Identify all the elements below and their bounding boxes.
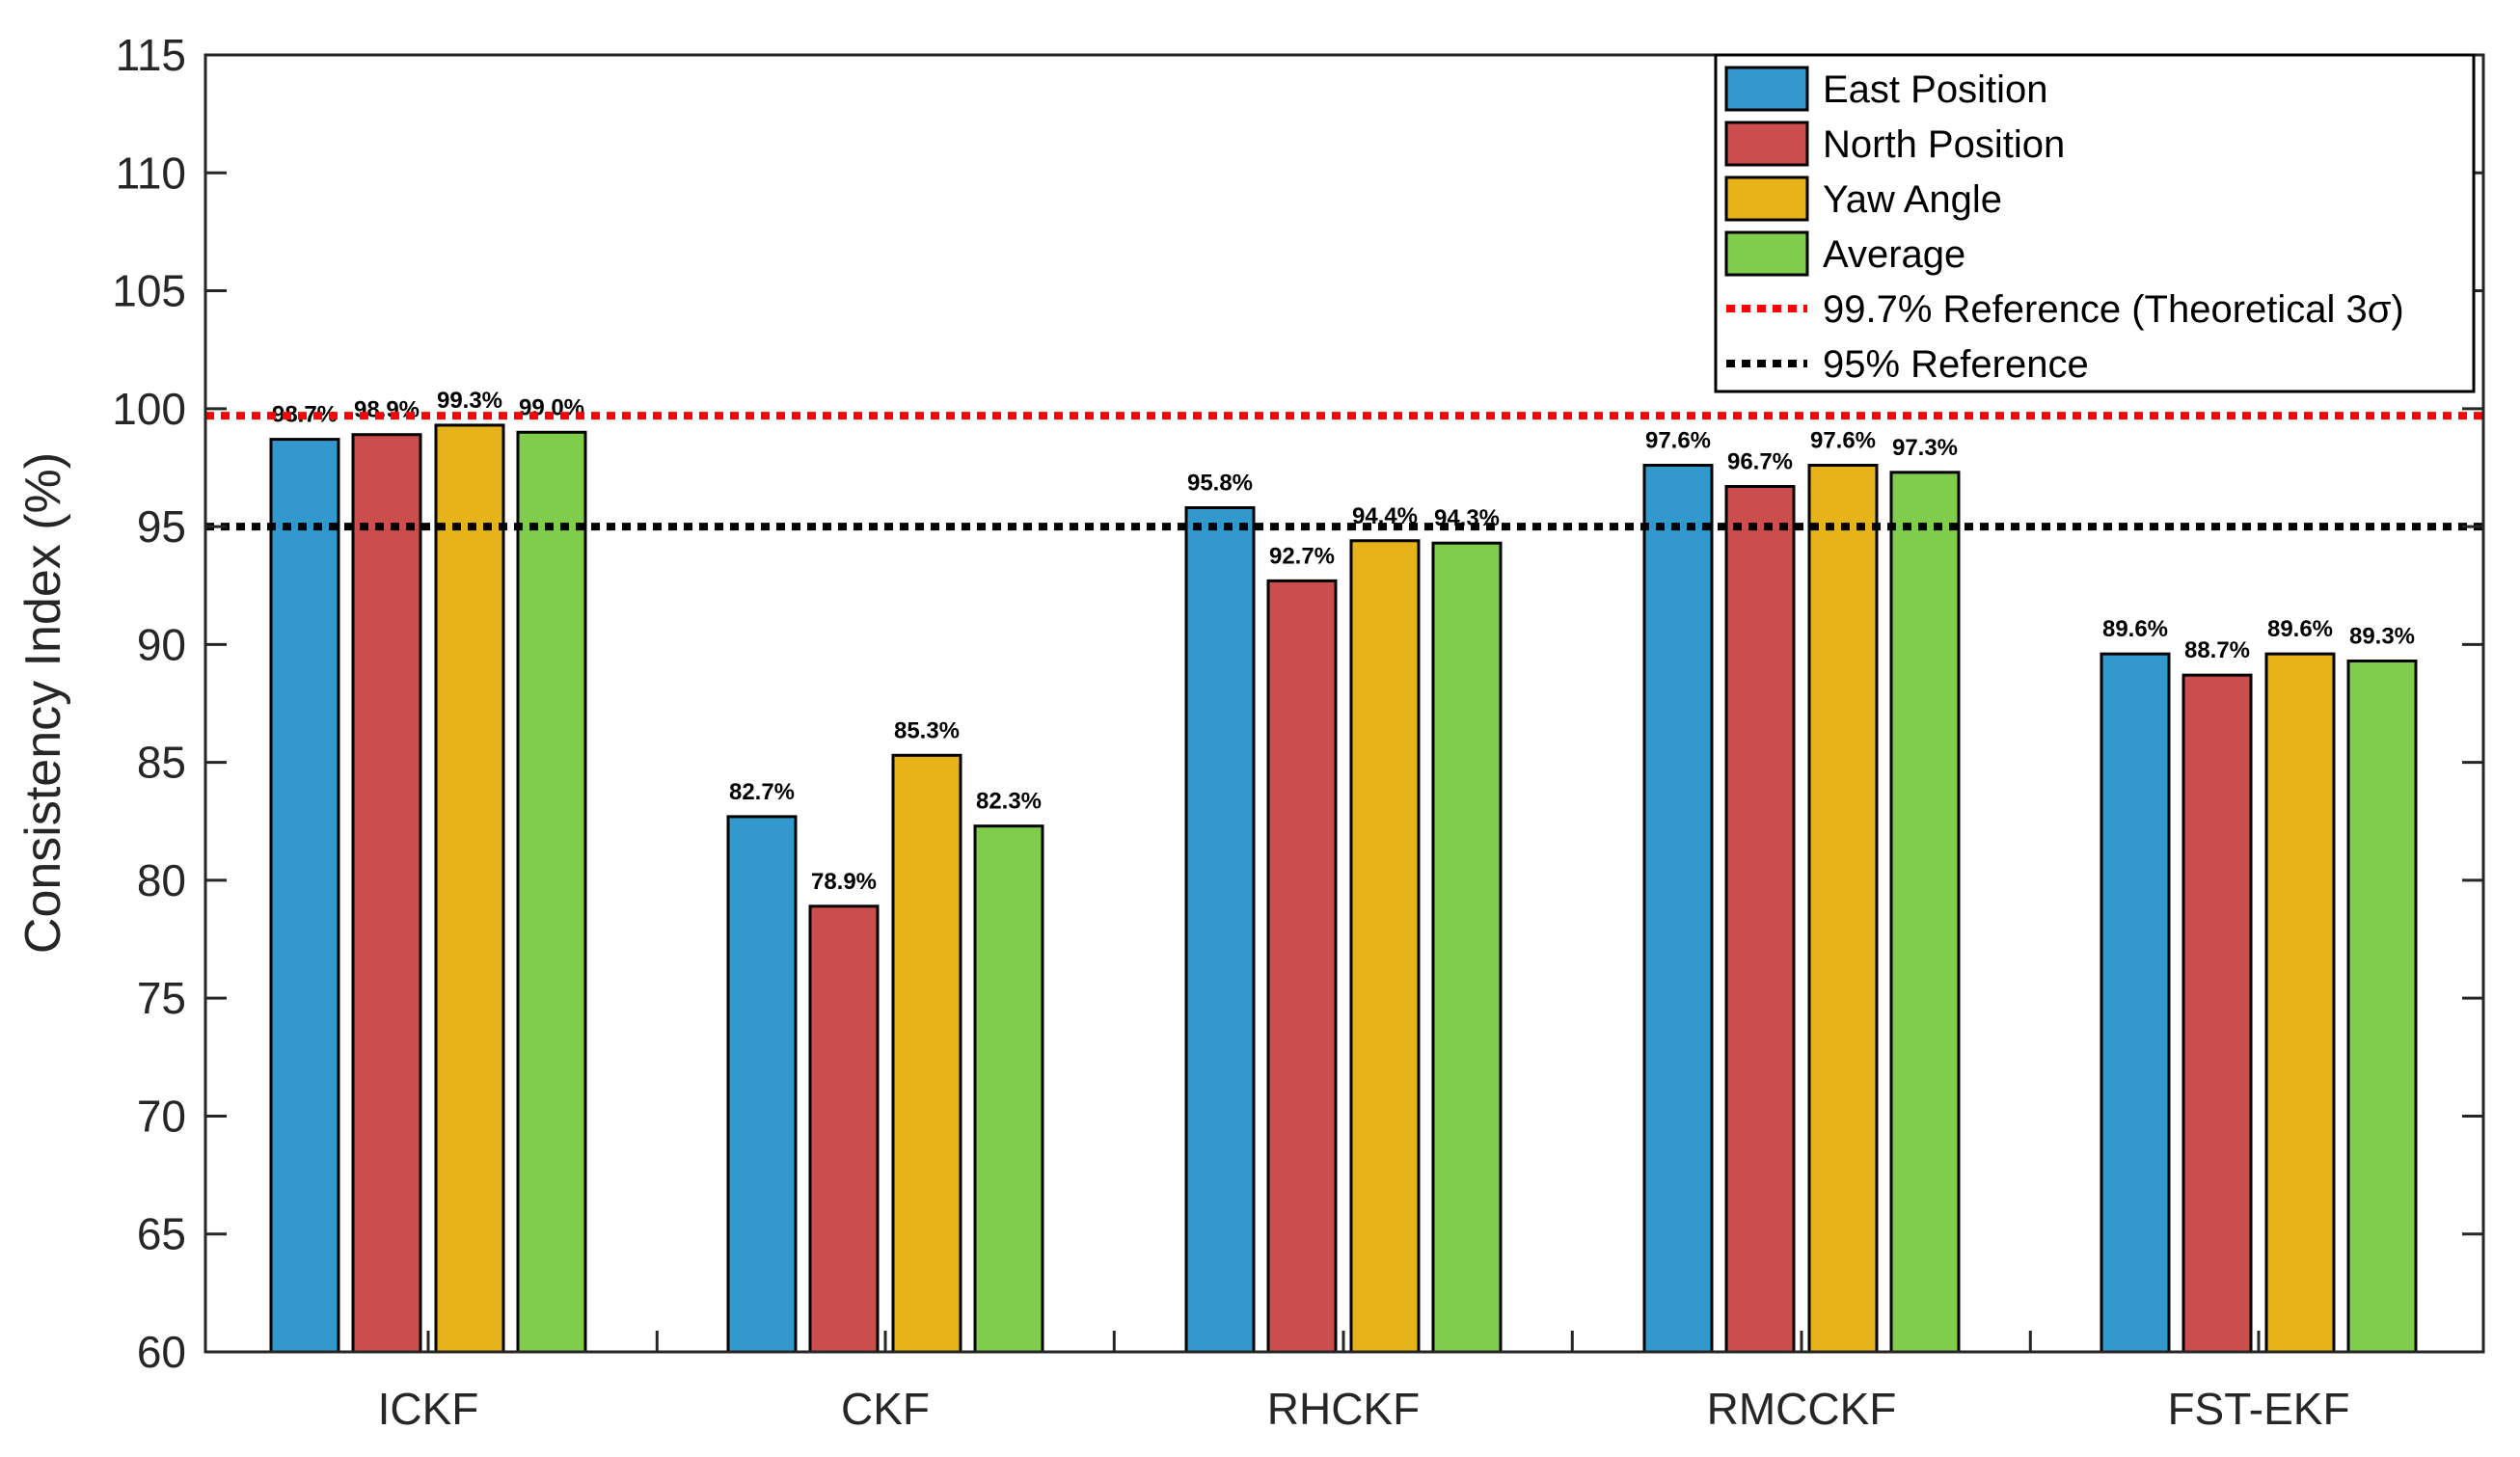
- bar-ckf-yaw-angle: [891, 753, 962, 1354]
- legend-box: [1714, 53, 2476, 393]
- data-label: 78.9%: [811, 869, 877, 895]
- x-tick-label: CKF: [841, 1384, 930, 1434]
- x-tick-label: ICKF: [378, 1384, 479, 1434]
- bar-rhckf-average: [1431, 541, 1503, 1354]
- bar-ckf-north-position: [808, 904, 880, 1354]
- bar-rhckf-east-position: [1184, 506, 1256, 1354]
- bar-ickf-average: [516, 430, 587, 1354]
- data-label: 97.6%: [1645, 428, 1711, 454]
- data-label: 97.6%: [1810, 428, 1876, 454]
- bar-ickf-yaw-angle: [434, 423, 505, 1354]
- bar-rmcckf-east-position: [1642, 464, 1714, 1354]
- data-label: 82.7%: [729, 779, 795, 805]
- data-label: 97.3%: [1892, 435, 1958, 461]
- data-label: 89.6%: [2102, 616, 2168, 642]
- y-tick-label: 90: [137, 619, 186, 669]
- x-axis: ICKF CKF RHCKF RMCCKF FST-EKF: [378, 1331, 2350, 1434]
- data-label: 85.3%: [894, 717, 960, 743]
- y-tick-label: 100: [112, 384, 186, 434]
- legend-swatch: [1724, 66, 1809, 112]
- data-label: 88.7%: [2184, 637, 2250, 663]
- x-tick-label: RMCCKF: [1707, 1384, 1897, 1434]
- y-tick-label: 80: [137, 855, 186, 905]
- legend-label: 95% Reference: [1823, 343, 2089, 386]
- legend-label: Average: [1823, 233, 1965, 276]
- bar-rmcckf-yaw-angle: [1807, 464, 1879, 1354]
- data-label: 99.3%: [437, 388, 502, 414]
- bar-fst-ekf-yaw-angle: [2264, 652, 2336, 1354]
- bar-fst-ekf-north-position: [2181, 673, 2253, 1354]
- bar-fst-ekf-east-position: [2100, 652, 2171, 1354]
- data-label: 89.3%: [2349, 623, 2415, 649]
- legend-swatch: [1724, 230, 1809, 277]
- bar-rhckf-north-position: [1266, 579, 1338, 1354]
- data-label: 82.3%: [976, 789, 1042, 815]
- bar-ckf-average: [973, 824, 1044, 1354]
- bar-fst-ekf-average: [2346, 659, 2418, 1354]
- bar-rmcckf-average: [1889, 471, 1961, 1354]
- reference-lines-layer: [205, 412, 2483, 531]
- data-label: 92.7%: [1269, 543, 1335, 569]
- y-tick-label: 105: [112, 266, 186, 316]
- bar-ickf-east-position: [269, 438, 340, 1354]
- legend-label: 99.7% Reference (Theoretical 3σ): [1823, 288, 2404, 331]
- legend-label: North Position: [1823, 123, 2065, 166]
- y-tick-label: 85: [137, 738, 186, 788]
- legend-label: Yaw Angle: [1823, 178, 2002, 221]
- legend-swatch: [1724, 121, 1809, 167]
- y-tick-label: 70: [137, 1091, 186, 1141]
- bars-layer: [269, 423, 2418, 1354]
- legend: East Position North Position Yaw Angle Aver…: [1714, 53, 2476, 393]
- legend-swatch: [1724, 175, 1809, 222]
- data-label: 89.6%: [2267, 616, 2333, 642]
- y-axis-title: Consistency Index (%): [15, 452, 71, 954]
- x-tick-label: RHCKF: [1267, 1384, 1420, 1434]
- data-label: 96.7%: [1727, 449, 1793, 475]
- bar-ckf-east-position: [726, 815, 798, 1354]
- x-tick-label: FST-EKF: [2167, 1384, 2349, 1434]
- data-label: 95.8%: [1187, 471, 1253, 497]
- legend-label: East Position: [1823, 68, 2047, 111]
- y-tick-label: 110: [116, 148, 186, 198]
- y-tick-label: 60: [137, 1327, 186, 1377]
- bar-rmcckf-north-position: [1724, 485, 1796, 1354]
- y-tick-label: 115: [116, 30, 186, 80]
- y-tick-label: 75: [137, 973, 186, 1023]
- y-tick-label: 95: [137, 501, 186, 552]
- y-tick-label: 65: [137, 1209, 186, 1259]
- bar-ickf-north-position: [351, 433, 422, 1354]
- bar-rhckf-yaw-angle: [1349, 539, 1421, 1354]
- y-axis: 60 65 70 75 80 85 90 95 100 105 110 115: [112, 30, 2483, 1377]
